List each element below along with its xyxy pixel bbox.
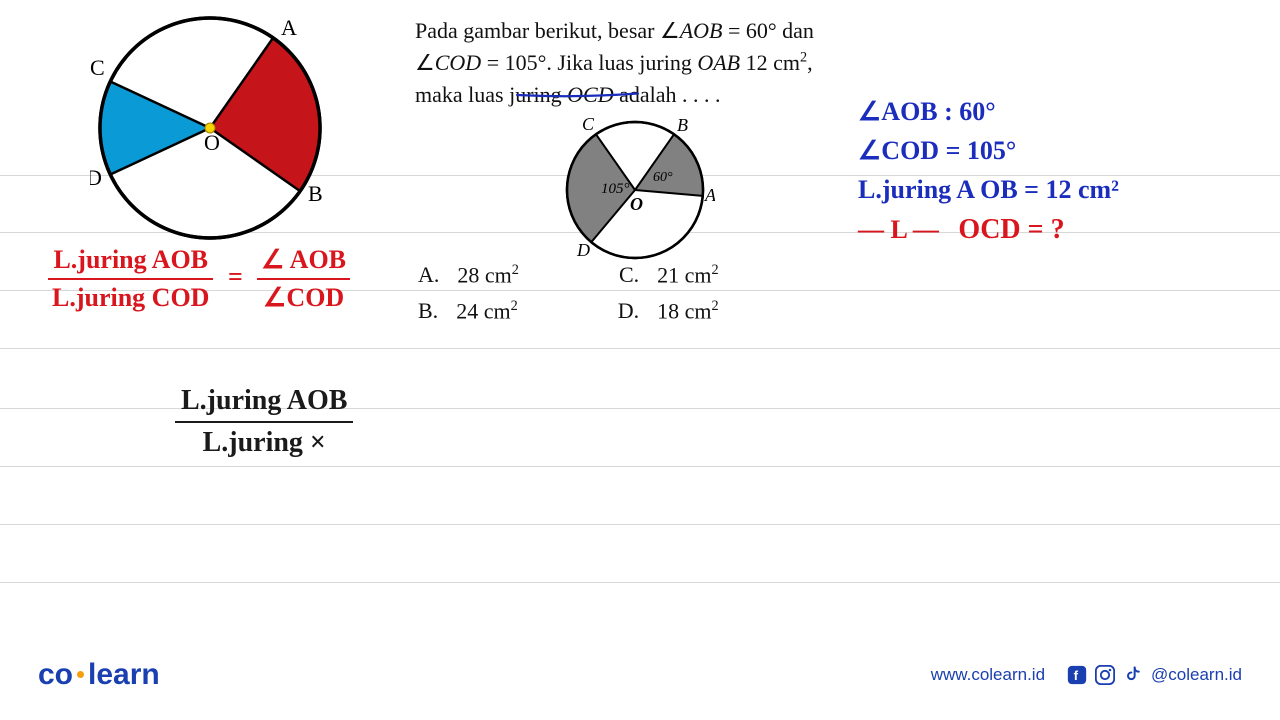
- sq: 2: [712, 262, 719, 278]
- note-l3: L.juring A OB = 12 cm²: [858, 170, 1119, 209]
- label-O: O: [204, 130, 220, 155]
- bw-den: L.juring ×: [175, 423, 353, 459]
- opt-D-label: D.: [618, 298, 639, 324]
- red-equation: L.juring AOB L.juring COD = ∠ AOB ∠COD: [48, 245, 350, 313]
- note-l2: ∠COD = 105°: [858, 131, 1119, 170]
- angle-105: 105°: [601, 181, 630, 197]
- s-label-D: D: [576, 240, 590, 260]
- s-label-B: B: [677, 115, 688, 135]
- notes-right: ∠AOB : 60° ∠COD = 105° L.juring A OB = 1…: [858, 92, 1119, 251]
- txt: = 60° dan: [722, 18, 813, 43]
- label-D: D: [90, 165, 102, 190]
- sq: 2: [712, 298, 719, 314]
- txt: AOB: [680, 18, 723, 43]
- opt-C-label: C.: [619, 262, 639, 288]
- sq: 2: [511, 298, 518, 314]
- red-num2: ∠ AOB: [257, 245, 350, 280]
- facebook-icon[interactable]: f: [1067, 665, 1087, 685]
- angle-60: 60°: [653, 170, 673, 185]
- opt-A-val: 28 cm: [457, 262, 511, 287]
- label-B: B: [308, 181, 323, 206]
- black-work: L.juring AOB L.juring ×: [175, 385, 353, 459]
- txt: Pada gambar berikut, besar ∠: [415, 18, 680, 43]
- txt: ∠: [415, 50, 435, 75]
- s-label-C: C: [582, 114, 595, 134]
- note-l4b: OCD = ?: [958, 214, 1064, 245]
- opt-A-label: A.: [418, 262, 439, 288]
- opt-B-label: B.: [418, 298, 438, 324]
- red-eq-sign: =: [228, 262, 243, 291]
- opt-C-val: 21 cm: [657, 262, 711, 287]
- answer-options: A.28 cm2 C.21 cm2 B.24 cm2 D.18 cm2: [418, 262, 818, 335]
- note-l1: ∠AOB : 60°: [858, 92, 1119, 131]
- main-circle-diagram: A B C D O: [90, 8, 315, 233]
- red-den2: ∠COD: [257, 280, 350, 313]
- txt: = 105°. Jika luas juring: [481, 50, 697, 75]
- underline-blue: [495, 92, 660, 98]
- txt: 12 cm: [740, 50, 800, 75]
- logo-learn: learn: [88, 658, 160, 691]
- footer: colearn www.colearn.id f @colearn.id: [0, 658, 1280, 692]
- bw-num: L.juring AOB: [175, 385, 353, 423]
- note-l4a: — L —: [858, 215, 939, 244]
- s-label-O: O: [630, 194, 643, 214]
- social-handle: @colearn.id: [1151, 665, 1242, 685]
- opt-B-val: 24 cm: [456, 299, 510, 324]
- instagram-icon[interactable]: [1095, 665, 1115, 685]
- txt: COD: [435, 50, 481, 75]
- opt-D-val: 18 cm: [657, 299, 711, 324]
- social-icons: f @colearn.id: [1067, 665, 1242, 685]
- logo-dot-icon: [77, 671, 84, 678]
- sq: 2: [512, 262, 519, 278]
- footer-url: www.colearn.id: [931, 665, 1045, 685]
- small-circle-diagram: 105° 60° A B C D O: [555, 108, 710, 263]
- logo: colearn: [38, 658, 160, 692]
- txt: ,: [807, 50, 813, 75]
- txt: OAB: [697, 50, 740, 75]
- logo-co: co: [38, 658, 73, 691]
- label-A: A: [281, 15, 297, 40]
- s-label-A: A: [704, 185, 715, 205]
- red-den1: L.juring COD: [48, 280, 213, 313]
- svg-text:f: f: [1074, 668, 1079, 683]
- tiktok-icon[interactable]: [1123, 665, 1143, 685]
- label-C: C: [90, 55, 105, 80]
- red-num1: L.juring AOB: [48, 245, 213, 280]
